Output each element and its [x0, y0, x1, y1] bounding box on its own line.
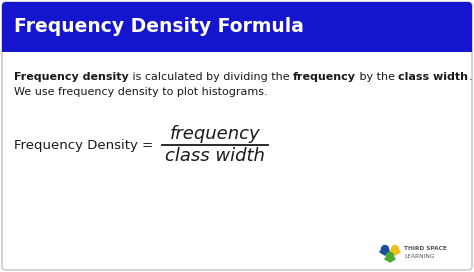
Circle shape: [382, 246, 389, 252]
FancyBboxPatch shape: [2, 2, 472, 52]
Circle shape: [392, 246, 399, 252]
Text: .: .: [468, 72, 472, 82]
Text: frequency: frequency: [293, 72, 356, 82]
Text: Frequency Density =: Frequency Density =: [14, 138, 157, 152]
Bar: [2, 27, 472, 52]
Text: frequency: frequency: [170, 125, 261, 143]
Text: is calculated by dividing the: is calculated by dividing the: [129, 72, 293, 82]
Text: Frequency density: Frequency density: [14, 72, 129, 82]
Circle shape: [386, 252, 393, 259]
Wedge shape: [380, 249, 390, 255]
FancyBboxPatch shape: [2, 2, 472, 270]
Text: class width: class width: [398, 72, 468, 82]
Text: We use frequency density to plot histograms.: We use frequency density to plot histogr…: [14, 87, 268, 97]
Text: LEARNING: LEARNING: [404, 254, 435, 258]
Text: by the: by the: [356, 72, 398, 82]
Text: class width: class width: [165, 147, 265, 165]
Text: THIRD SPACE: THIRD SPACE: [404, 246, 447, 252]
Wedge shape: [390, 249, 400, 255]
Text: Frequency Density Formula: Frequency Density Formula: [14, 17, 304, 36]
Wedge shape: [385, 256, 395, 262]
